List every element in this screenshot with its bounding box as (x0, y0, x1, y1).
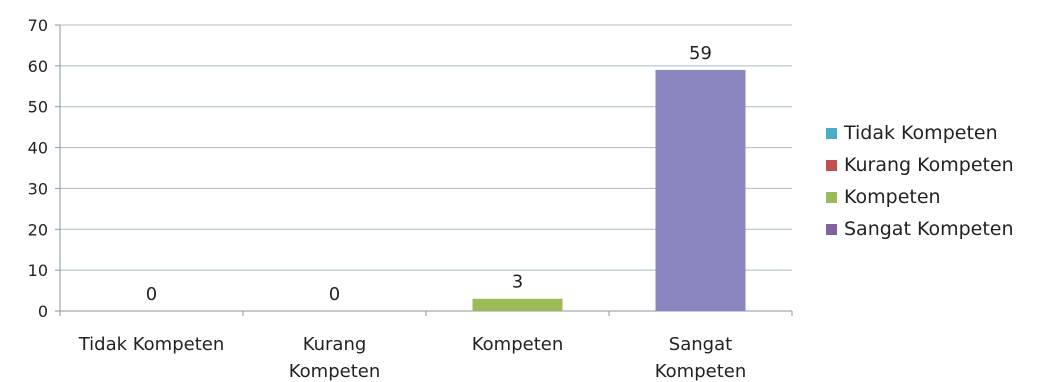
legend-label-sangat-kompeten: Sangat Kompeten (844, 218, 1014, 240)
legend-item-kurang-kompeten: Kurang Kompeten (826, 150, 1014, 180)
legend-item-kompeten: Kompeten (826, 182, 1014, 212)
y-tick-label-20: 20 (28, 220, 48, 239)
y-tick-label-10: 10 (28, 261, 48, 280)
x-category-label-tidak-kompeten: Tidak Kompeten (78, 334, 225, 355)
y-tick-label-0: 0 (38, 302, 48, 321)
y-tick-label-50: 50 (28, 98, 48, 117)
y-tick-label-40: 40 (28, 139, 48, 158)
data-label-kurang-kompeten: 0 (329, 284, 340, 305)
chart-legend: Tidak Kompeten Kurang Kompeten Kompeten … (826, 118, 1014, 246)
bar-sangat-kompeten (655, 69, 746, 311)
y-tick-label-30: 30 (28, 179, 48, 198)
data-label-kompeten: 3 (512, 272, 523, 293)
x-category-label-sangat-kompeten-line-1: Sangat (669, 334, 732, 355)
legend-swatch-tidak-kompeten (826, 127, 837, 139)
data-label-tidak-kompeten: 0 (146, 284, 157, 305)
x-category-label-kurang-kompeten-line-2: Kompeten (289, 361, 381, 382)
legend-item-sangat-kompeten: Sangat Kompeten (826, 214, 1014, 244)
data-label-sangat-kompeten: 59 (689, 43, 712, 64)
legend-label-tidak-kompeten: Tidak Kompeten (844, 122, 998, 144)
legend-swatch-sangat-kompeten (826, 223, 837, 235)
y-tick-label-70: 70 (28, 16, 48, 35)
legend-label-kompeten: Kompeten (844, 186, 941, 208)
legend-swatch-kompeten (826, 191, 837, 203)
x-category-label-sangat-kompeten-line-2: Kompeten (655, 361, 747, 382)
y-tick-label-60: 60 (28, 57, 48, 76)
legend-label-kurang-kompeten: Kurang Kompeten (844, 154, 1014, 176)
bar-kompeten (472, 298, 563, 311)
legend-swatch-kurang-kompeten (826, 159, 837, 171)
legend-item-tidak-kompeten: Tidak Kompeten (826, 118, 1014, 148)
x-category-label-kompeten: Kompeten (472, 334, 564, 355)
x-category-label-kurang-kompeten-line-1: Kurang (303, 334, 367, 355)
